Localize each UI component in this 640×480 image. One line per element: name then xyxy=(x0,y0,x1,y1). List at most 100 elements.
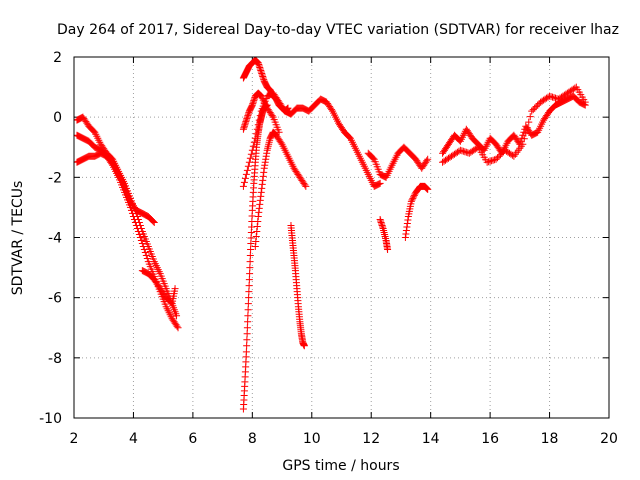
y-axis-label: SDTVAR / TECUs xyxy=(10,181,26,296)
series-arc-1-tail xyxy=(138,267,179,308)
data-point xyxy=(143,255,151,263)
data-point xyxy=(532,103,540,111)
data-point xyxy=(240,178,248,186)
data-point xyxy=(149,217,157,225)
data-point xyxy=(529,106,537,114)
data-point xyxy=(255,116,263,124)
data-point xyxy=(244,306,252,314)
data-point xyxy=(251,134,259,142)
data-point xyxy=(135,230,143,238)
data-point xyxy=(581,98,589,106)
data-point xyxy=(301,181,309,189)
data-point xyxy=(140,246,148,254)
series-arc-6 xyxy=(376,215,392,254)
plot-frame xyxy=(73,56,610,419)
series-arc-9 xyxy=(439,83,589,166)
series-arc-5 xyxy=(364,143,432,181)
x-tick-label: 4 xyxy=(129,431,138,447)
data-point xyxy=(571,84,579,92)
data-point xyxy=(302,182,310,190)
data-point xyxy=(424,185,432,193)
data-point xyxy=(546,92,554,100)
x-tick-label: 2 xyxy=(70,431,79,447)
data-point xyxy=(494,154,502,162)
data-point xyxy=(246,270,254,278)
data-point xyxy=(485,158,493,166)
data-point xyxy=(133,224,141,232)
data-point xyxy=(243,336,251,344)
data-point xyxy=(277,139,285,147)
x-tick-label: 12 xyxy=(362,431,380,447)
series-arc-1-middle xyxy=(73,131,182,332)
data-point xyxy=(174,324,182,332)
data-point xyxy=(245,282,253,290)
data-point xyxy=(268,112,276,120)
y-tick-label: -10 xyxy=(39,411,62,427)
data-point xyxy=(245,294,253,302)
series-arc-4 xyxy=(287,221,308,350)
x-tick-label: 16 xyxy=(481,431,499,447)
data-point xyxy=(171,285,179,293)
data-point xyxy=(492,155,500,163)
data-point xyxy=(534,101,542,109)
data-point xyxy=(526,113,534,121)
series-arc-8 xyxy=(439,92,589,157)
data-point xyxy=(424,155,432,163)
data-points xyxy=(73,56,589,413)
data-point xyxy=(244,312,252,320)
data-point xyxy=(173,312,181,320)
data-point xyxy=(239,182,247,190)
data-point xyxy=(142,252,150,260)
data-point xyxy=(246,154,254,162)
x-tick-label: 10 xyxy=(303,431,321,447)
data-point xyxy=(249,142,257,150)
y-tick-label: 0 xyxy=(53,110,62,126)
data-point xyxy=(134,227,142,235)
data-point xyxy=(522,129,530,137)
data-point xyxy=(244,300,252,308)
y-tick-label: 2 xyxy=(53,50,62,66)
data-point xyxy=(488,157,496,165)
data-point xyxy=(130,215,138,223)
x-tick-label: 18 xyxy=(541,431,559,447)
data-point xyxy=(150,218,158,226)
data-point xyxy=(246,264,254,272)
data-point xyxy=(139,243,147,251)
data-point xyxy=(523,124,531,132)
data-point xyxy=(167,299,175,307)
data-point xyxy=(241,174,249,182)
data-point xyxy=(531,104,539,112)
data-point xyxy=(245,276,253,284)
data-point xyxy=(483,158,491,166)
data-point xyxy=(244,318,252,326)
data-point xyxy=(410,191,418,199)
data-point xyxy=(242,348,250,356)
data-point xyxy=(248,146,256,154)
data-point xyxy=(131,218,139,226)
data-point xyxy=(473,144,481,152)
x-tick-labels: 2 4 6 8 10 12 14 16 18 20 xyxy=(70,431,618,447)
data-point xyxy=(547,93,555,101)
data-point xyxy=(250,138,258,146)
data-point xyxy=(256,112,264,120)
data-point xyxy=(553,95,561,103)
data-point xyxy=(486,157,494,165)
data-point xyxy=(495,152,503,160)
data-point xyxy=(489,156,497,164)
y-tick-labels: -10 -8 -6 -4 -2 0 2 xyxy=(39,50,62,427)
y-tick-label: -4 xyxy=(48,231,62,247)
data-point xyxy=(464,149,472,157)
data-point xyxy=(137,237,145,245)
chart-title: Day 264 of 2017, Sidereal Day-to-day VTE… xyxy=(57,22,619,38)
data-point xyxy=(549,93,557,101)
data-point xyxy=(138,240,146,248)
series-arc-7 xyxy=(401,182,432,241)
data-point xyxy=(520,135,528,143)
y-tick-label: -6 xyxy=(48,291,62,307)
y-tick-label: -8 xyxy=(48,351,62,367)
data-point xyxy=(498,149,506,157)
data-point xyxy=(369,154,377,162)
data-point xyxy=(136,234,144,241)
data-point xyxy=(528,107,536,115)
